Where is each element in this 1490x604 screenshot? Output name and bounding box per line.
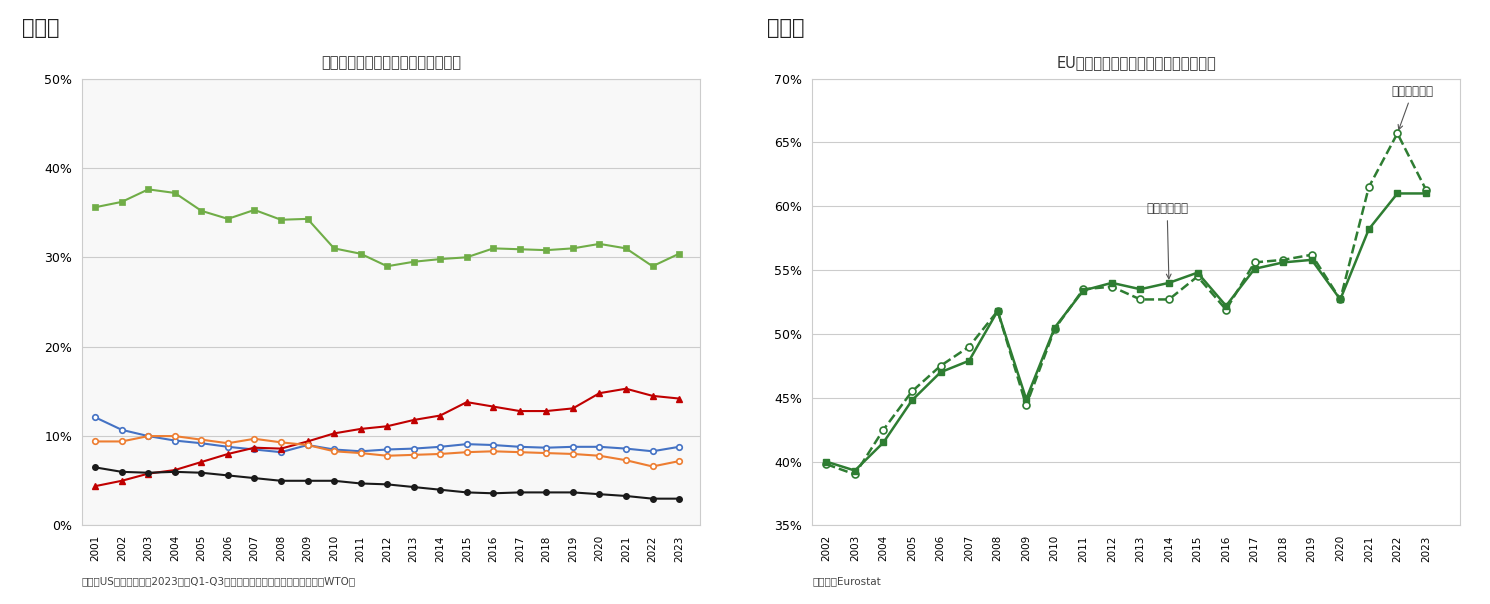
Text: （資料）Eurostat: （資料）Eurostat [812,576,881,586]
Text: （注）USドルベース、2023年はQ1-Q3の累計値　（資料）世界貿易機関（WTO）: （注）USドルベース、2023年はQ1-Q3の累計値 （資料）世界貿易機関（WT… [82,576,356,586]
Title: 世界の輸出に占めるシェア（総額）: 世界の輸出に占めるシェア（総額） [322,56,460,71]
Text: 域内輸入比率: 域内輸入比率 [1392,85,1433,130]
Text: 図表３: 図表３ [22,18,60,38]
Text: 域内輸出比率: 域内輸出比率 [1146,202,1188,279]
Text: 図表４: 図表４ [767,18,805,38]
Title: EUの輸出入総額に占める域内のシェア: EUの輸出入総額に占める域内のシェア [1056,56,1216,71]
